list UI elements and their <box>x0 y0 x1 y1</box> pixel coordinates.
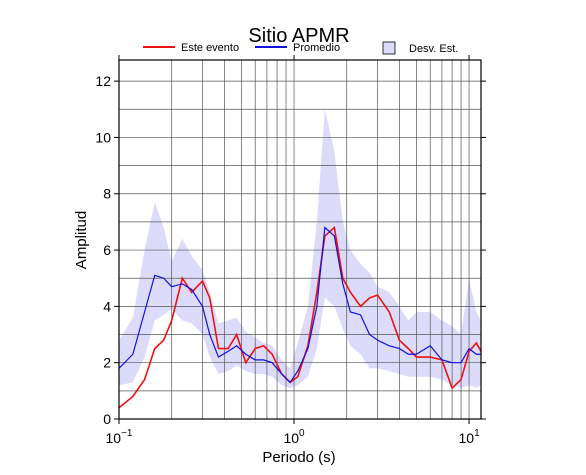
std-band <box>119 109 481 389</box>
x-tick-base: 10 <box>106 430 122 446</box>
legend-label: Este evento <box>181 42 239 54</box>
y-tick-label: 0 <box>103 411 111 427</box>
y-tick-label: 4 <box>103 298 111 314</box>
x-tick-label: 101 <box>458 428 480 446</box>
chart-title: Sitio APMR <box>248 25 349 47</box>
x-tick-exponent: 1 <box>474 428 480 439</box>
plot-frame <box>118 59 482 420</box>
x-tick-label: 100 <box>283 428 305 446</box>
legend-label: Promedio <box>293 42 340 54</box>
legend-label: Desv. Est. <box>409 43 458 55</box>
y-tick-label: 2 <box>103 355 111 371</box>
x-axis-label: Periodo (s) <box>262 449 335 466</box>
series-line <box>118 226 481 384</box>
y-axis-label: Amplitud <box>73 211 90 269</box>
x-tick-label: 10−1 <box>106 428 133 446</box>
y-tick-label: 10 <box>95 129 111 145</box>
y-tick-label: 8 <box>103 186 111 202</box>
y-tick-label: 6 <box>103 242 111 258</box>
x-tick-exponent: 0 <box>299 428 305 439</box>
y-tick-label: 12 <box>95 73 111 89</box>
x-tick-exponent: −1 <box>121 428 133 439</box>
legend-swatch <box>382 41 396 55</box>
x-tick-base: 10 <box>283 430 299 446</box>
x-tick-base: 10 <box>458 430 474 446</box>
